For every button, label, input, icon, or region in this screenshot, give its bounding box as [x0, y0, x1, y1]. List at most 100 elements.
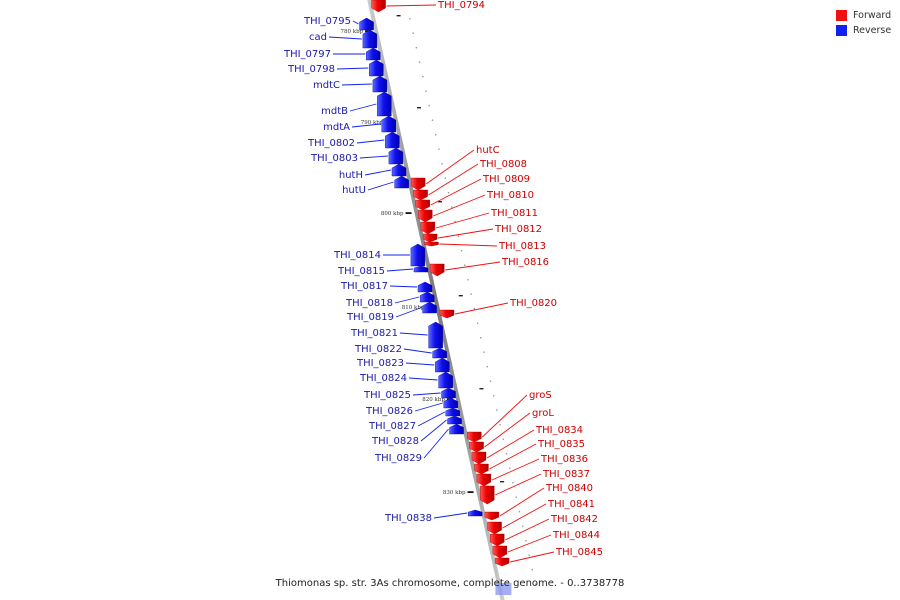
THI_0829-label[interactable]: THI_0829	[374, 453, 422, 464]
THI_0837-label[interactable]: THI_0837	[542, 469, 590, 480]
hutU-gene-arrow[interactable]	[394, 175, 409, 189]
THI_0822-label[interactable]: THI_0822	[354, 344, 402, 355]
THI_0814-gene-arrow[interactable]	[410, 243, 426, 267]
THI_0812-label[interactable]: THI_0812	[494, 224, 542, 235]
THI_0808-label[interactable]: THI_0808	[479, 159, 527, 170]
THI_0820-gene-arrow[interactable]	[439, 309, 455, 319]
THI_0834-gene-arrow[interactable]	[471, 451, 487, 465]
THI_0818-gene-arrow[interactable]	[420, 291, 435, 303]
THI_0809-label[interactable]: THI_0809	[482, 174, 530, 185]
THI_0842-label[interactable]: THI_0842	[550, 514, 598, 525]
THI_0834-label[interactable]: THI_0834	[535, 425, 583, 436]
THI_0797-gene-arrow[interactable]	[366, 47, 381, 61]
THI_0821-gene-arrow[interactable]	[428, 321, 443, 349]
hutU-label[interactable]: hutU	[342, 185, 366, 196]
mdtC-label[interactable]: mdtC	[313, 80, 340, 91]
THI_0838-label[interactable]: THI_0838	[384, 513, 432, 524]
hutC-gene-arrow[interactable]	[410, 177, 426, 191]
track-dot	[418, 61, 421, 63]
THI_0844-label[interactable]: THI_0844	[552, 530, 600, 541]
THI_0842-gene-arrow[interactable]	[490, 533, 505, 547]
legend-label-reverse: Reverse	[853, 25, 892, 36]
THI_0823-label[interactable]: THI_0823	[356, 358, 404, 369]
THI_0841-label[interactable]: THI_0841	[547, 499, 595, 510]
THI_0798-gene-arrow[interactable]	[369, 59, 384, 77]
THI_0816-label[interactable]: THI_0816	[501, 257, 549, 268]
hutH-label[interactable]: hutH	[339, 170, 363, 181]
THI_0816-gene-arrow[interactable]	[430, 263, 445, 277]
THI_0836-gene-arrow[interactable]	[476, 473, 492, 487]
THI_0841-gene-arrow[interactable]	[487, 521, 502, 535]
THI_0817-label[interactable]: THI_0817	[340, 281, 388, 292]
mdtC-gene-arrow[interactable]	[372, 75, 388, 93]
THI_0815-gene-arrow[interactable]	[413, 265, 429, 273]
THI_0836-label[interactable]: THI_0836	[540, 454, 588, 465]
THI_0845-gene-arrow[interactable]	[494, 557, 510, 567]
kbp-tick-label: 830 kbp	[443, 490, 466, 496]
THI_0819-label[interactable]: THI_0819	[346, 312, 394, 323]
mdtB-label[interactable]: mdtB	[321, 106, 348, 117]
THI_0809-gene-arrow[interactable]	[415, 199, 430, 211]
THI_0825-gene-arrow[interactable]	[441, 387, 456, 399]
groL-gene-arrow[interactable]	[469, 441, 484, 453]
THI_0798-label[interactable]: THI_0798	[287, 64, 335, 75]
mdtB-gene-arrow[interactable]	[377, 91, 392, 117]
THI_0797-label[interactable]: THI_0797	[283, 49, 331, 60]
hutH-gene-arrow[interactable]	[391, 163, 407, 177]
THI_0802-gene-arrow[interactable]	[385, 131, 400, 149]
THI_0829-gene-arrow[interactable]	[449, 423, 464, 435]
THI_0813-label[interactable]: THI_0813	[498, 241, 546, 252]
groS-label[interactable]: groS	[529, 390, 552, 401]
mdtA-label[interactable]: mdtA	[323, 122, 350, 133]
THI_0795-label[interactable]: THI_0795	[303, 16, 351, 27]
THI_0840-gene-arrow[interactable]	[484, 511, 500, 521]
THI_0828-gene-arrow[interactable]	[447, 415, 462, 425]
THI_0803-label[interactable]: THI_0803	[310, 153, 358, 164]
THI_0844-gene-arrow[interactable]	[492, 545, 508, 559]
THI_0820-label[interactable]: THI_0820	[509, 298, 557, 309]
THI_0814-label[interactable]: THI_0814	[333, 250, 381, 261]
THI_0827-label[interactable]: THI_0827	[368, 421, 416, 432]
THI_0794-label[interactable]: THI_0794	[437, 0, 485, 11]
THI_0841-leader-line	[502, 503, 547, 529]
hutC-label[interactable]: hutC	[476, 145, 500, 156]
groS-gene-arrow[interactable]	[467, 431, 482, 443]
cad-gene-arrow[interactable]	[362, 29, 378, 49]
THI_0795-gene-arrow[interactable]	[359, 17, 374, 31]
THI_0840-label[interactable]: THI_0840	[545, 483, 593, 494]
THI_0815-label[interactable]: THI_0815	[337, 266, 385, 277]
THI_0818-label[interactable]: THI_0818	[345, 298, 393, 309]
THI_0825-label[interactable]: THI_0825	[363, 390, 411, 401]
THI_0808-gene-arrow[interactable]	[413, 189, 428, 201]
THI_0838-gene-arrow[interactable]	[468, 509, 483, 517]
groL-label[interactable]: groL	[532, 408, 554, 419]
THI_0810-label[interactable]: THI_0810	[486, 190, 534, 201]
THI_0811-gene-arrow[interactable]	[420, 221, 436, 235]
THI_0822-gene-arrow[interactable]	[432, 347, 447, 359]
cad-label[interactable]: cad	[309, 32, 327, 43]
THI_0812-gene-arrow[interactable]	[422, 233, 438, 243]
THI_0826-gene-arrow[interactable]	[443, 397, 458, 409]
THI_0802-label[interactable]: THI_0802	[307, 138, 355, 149]
THI_0821-label[interactable]: THI_0821	[350, 328, 398, 339]
mdtA-gene-arrow[interactable]	[381, 115, 396, 133]
THI_0828-label[interactable]: THI_0828	[371, 436, 419, 447]
THI_0812-leader-line	[438, 228, 494, 239]
THI_0823-gene-arrow[interactable]	[435, 357, 450, 373]
THI_0824-gene-arrow[interactable]	[438, 371, 453, 389]
THI_0803-gene-arrow[interactable]	[388, 147, 404, 165]
THI_0811-label[interactable]: THI_0811	[490, 208, 538, 219]
THI_0794-gene-arrow[interactable]	[371, 0, 386, 13]
THI_0813-gene-arrow[interactable]	[424, 241, 439, 247]
THI_0845-label[interactable]: THI_0845	[555, 547, 603, 558]
THI_0835-label[interactable]: THI_0835	[537, 439, 585, 450]
THI_0835-gene-arrow[interactable]	[474, 463, 489, 475]
THI_0827-gene-arrow[interactable]	[445, 407, 460, 417]
THI_0824-label[interactable]: THI_0824	[359, 373, 407, 384]
THI_0810-gene-arrow[interactable]	[418, 209, 433, 223]
THI_0837-gene-arrow[interactable]	[480, 485, 495, 505]
THI_0828-leader-line	[420, 419, 447, 442]
THI_0819-gene-arrow[interactable]	[422, 301, 437, 314]
THI_0817-gene-arrow[interactable]	[417, 281, 433, 293]
THI_0826-label[interactable]: THI_0826	[365, 406, 413, 417]
